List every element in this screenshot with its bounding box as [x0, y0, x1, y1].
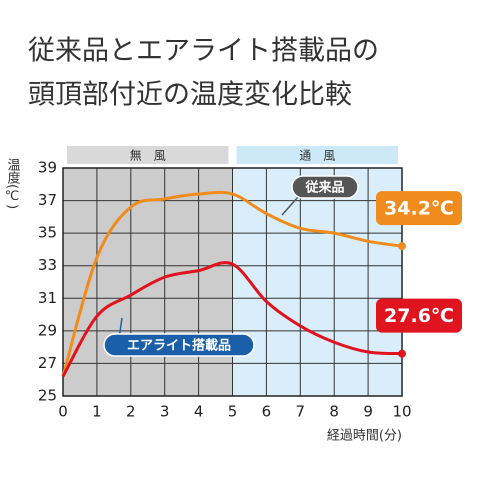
- legend-box: [291, 175, 359, 199]
- chart-title: 頭頂部付近の温度変化比較: [28, 80, 352, 111]
- x-tick-label: 0: [58, 403, 68, 421]
- x-tick-label: 8: [329, 403, 339, 421]
- x-tick-label: 2: [126, 403, 136, 421]
- y-tick-label: 31: [38, 289, 57, 307]
- region-label: 通 風: [299, 149, 335, 163]
- end-point: [398, 349, 406, 358]
- y-tick-label: 27: [38, 354, 57, 372]
- x-tick-label: 3: [160, 403, 170, 421]
- value-label-bg: [376, 191, 462, 226]
- region: [232, 168, 402, 396]
- y-tick-label: 37: [38, 191, 57, 209]
- end-point: [398, 242, 406, 251]
- y-tick-label: 33: [38, 256, 57, 274]
- y-tick-label: 29: [38, 321, 57, 339]
- value-label: 34.2℃: [384, 198, 454, 220]
- x-tick-label: 6: [262, 403, 272, 421]
- x-axis-label: 経過時間(分): [327, 429, 402, 444]
- x-tick-label: 10: [392, 403, 411, 421]
- x-tick-label: 4: [194, 403, 204, 421]
- value-label: 27.6℃: [384, 305, 454, 327]
- value-label-bg: [376, 298, 462, 333]
- legend-label: エアライト搭載品: [127, 338, 231, 354]
- y-tick-label: 39: [38, 159, 57, 177]
- region-label-bg: [236, 146, 398, 164]
- line: [61, 261, 403, 378]
- region-label: 無 風: [130, 148, 166, 163]
- plot-frame: [62, 167, 403, 397]
- y-axis-label: 温度(℃): [5, 158, 21, 209]
- x-tick-label: 7: [296, 403, 306, 421]
- legend-label: 従来品: [304, 180, 344, 196]
- x-tick-label: 1: [92, 403, 102, 421]
- region: [63, 168, 233, 396]
- x-tick-label: 5: [228, 403, 238, 421]
- chart-title: 従来品とエアライト搭載品の: [28, 36, 379, 67]
- x-tick-label: 9: [363, 403, 373, 421]
- region-label-bg: [67, 146, 229, 164]
- line: [61, 190, 403, 377]
- legend-box: [103, 333, 255, 357]
- y-tick-label: 25: [38, 387, 57, 405]
- y-tick-label: 35: [38, 224, 57, 242]
